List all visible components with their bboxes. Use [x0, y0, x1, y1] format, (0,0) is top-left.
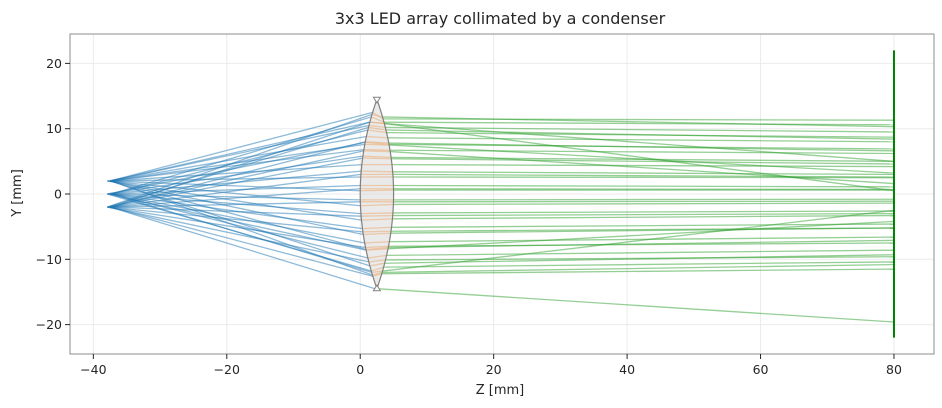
exit-ray: [392, 214, 894, 220]
incident-ray: [111, 206, 362, 217]
x-tick-label: −40: [80, 362, 106, 377]
x-tick-label: 0: [356, 362, 364, 377]
incident-ray: [109, 111, 373, 182]
y-tick-label: 10: [46, 121, 62, 136]
exit-ray: [390, 149, 894, 155]
exit-ray: [391, 163, 894, 168]
incident-ray: [109, 206, 378, 290]
x-tick-label: 40: [619, 362, 635, 377]
exit-ray: [389, 144, 895, 174]
incident-ray: [109, 206, 373, 277]
incident-ray: [107, 150, 364, 208]
incident-ray: [109, 157, 363, 208]
exit-ray: [384, 254, 894, 264]
incident-ray: [109, 141, 366, 208]
incident-ray: [109, 135, 367, 182]
exit-ray: [388, 242, 894, 247]
exit-ray: [382, 263, 894, 274]
exit-ray: [383, 261, 894, 268]
incident-ray: [111, 193, 365, 244]
exit-ray: [391, 158, 894, 165]
y-tick-label: 0: [54, 187, 62, 202]
exit-ray: [391, 223, 894, 228]
exit-ray: [385, 129, 894, 140]
exit-ray: [391, 227, 894, 232]
exit-ray: [392, 212, 894, 217]
x-tick-label: 60: [753, 362, 769, 377]
exit-ray: [393, 200, 894, 203]
exit-ray: [384, 122, 895, 192]
chart-title: 3x3 LED array collimated by a condenser: [335, 9, 666, 28]
y-tick-label: −20: [36, 317, 62, 332]
exit-ray: [392, 173, 894, 178]
condenser-lens: [359, 96, 395, 292]
exit-ray: [382, 209, 895, 272]
exit-ray: [393, 176, 894, 179]
y-axis-label: Y [mm]: [10, 169, 25, 218]
exit-ray: [386, 249, 894, 257]
incident-ray: [111, 121, 371, 208]
exit-ray: [385, 126, 894, 133]
incident-ray: [110, 193, 361, 201]
exit-ray: [393, 184, 894, 188]
y-axis-ticks: −20 −10 0 10 20: [36, 56, 70, 332]
exit-ray: [388, 142, 894, 152]
exit-ray: [392, 210, 894, 214]
exit-ray: [382, 116, 894, 128]
exit-ray: [381, 268, 894, 275]
exit-ray: [389, 236, 894, 243]
x-axis-label: Z [mm]: [476, 383, 525, 398]
incident-ray: [111, 193, 372, 273]
incident-ray: [109, 173, 362, 208]
exit-ray: [392, 171, 894, 176]
incident-ray: [107, 206, 369, 263]
x-tick-label: −20: [214, 362, 240, 377]
incident-ray: [107, 193, 367, 251]
lens-top-marker: [372, 96, 382, 104]
incident-ray: [111, 163, 362, 182]
exit-ray: [384, 122, 895, 162]
ray-paths: [107, 111, 895, 323]
exit-ray: [388, 239, 894, 249]
exit-ray: [393, 188, 894, 191]
exit-ray: [383, 121, 894, 126]
exit-ray: [385, 256, 894, 261]
x-tick-label: 80: [886, 362, 902, 377]
incident-ray: [111, 143, 365, 182]
exit-ray: [390, 150, 895, 185]
exit-ray: [393, 198, 894, 201]
x-tick-label: 20: [486, 362, 502, 377]
exit-ray: [393, 202, 894, 206]
y-tick-label: −10: [36, 252, 62, 267]
incident-ray: [110, 184, 361, 195]
incident-ray: [109, 121, 370, 182]
x-axis-ticks: −40 −20 0 20 40 60 80: [80, 354, 902, 377]
incident-ray: [107, 113, 373, 208]
exit-ray: [376, 288, 895, 323]
exit-ray: [387, 137, 894, 143]
y-tick-label: 20: [46, 56, 62, 71]
exit-ray: [387, 220, 895, 250]
incident-ray: [107, 206, 363, 233]
lens-bottom-marker: [372, 284, 382, 292]
